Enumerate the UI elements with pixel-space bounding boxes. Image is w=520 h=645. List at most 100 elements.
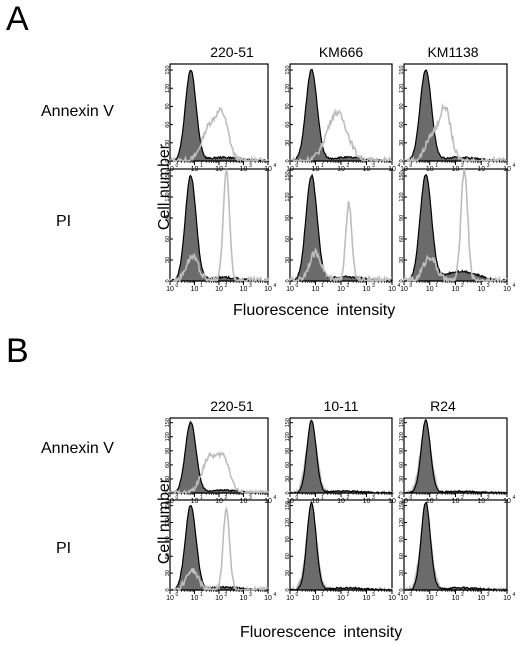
y-tick-label: 60 — [285, 553, 291, 559]
panel-letter-a: A — [6, 0, 29, 38]
control-histogram — [289, 173, 393, 282]
y-tick-label: 30 — [165, 570, 171, 576]
row-label-a-pi: PI — [56, 213, 72, 230]
x-tick-exponent: 2 — [347, 592, 350, 598]
treated-histogram — [403, 168, 508, 285]
y-tick-label: 0 — [285, 491, 291, 494]
y-tick-label: 0 — [399, 279, 405, 282]
x-tick-exponent: 2 — [347, 283, 350, 289]
x-tick-exponent: 4 — [398, 495, 401, 501]
x-tick-label: 10 — [400, 286, 408, 293]
x-tick-label: 10 — [426, 286, 434, 293]
x-tick-exponent: 1 — [321, 163, 324, 169]
x-tick-exponent: 0 — [176, 495, 179, 501]
column-title-a-1: 220-51 — [210, 44, 254, 60]
x-tick-exponent: 1 — [321, 592, 324, 598]
x-tick-exponent: 4 — [513, 283, 516, 289]
control-histogram — [169, 505, 269, 591]
x-tick-label: 10 — [191, 595, 199, 602]
x-tick-label: 10 — [166, 595, 174, 602]
y-tick-label: 0 — [285, 588, 291, 591]
x-tick-exponent: 2 — [461, 283, 464, 289]
control-histogram — [170, 174, 269, 282]
y-tick-label: 120 — [165, 432, 171, 441]
x-tick-exponent: 3 — [249, 163, 252, 169]
treated-histogram — [169, 167, 269, 284]
y-tick-label: 30 — [399, 140, 405, 146]
x-tick-exponent: 0 — [176, 283, 179, 289]
x-tick-exponent: 3 — [249, 283, 252, 289]
y-tick-label: 30 — [285, 570, 291, 576]
y-tick-label: 60 — [165, 122, 171, 128]
treated-histogram — [403, 102, 507, 164]
x-tick-exponent: 0 — [410, 495, 413, 501]
panel-letter-b: B — [6, 332, 29, 370]
y-tick-label: 150 — [165, 418, 171, 427]
x-tick-label: 10 — [264, 595, 272, 602]
y-tick-label: 30 — [165, 257, 171, 263]
y-tick-label: 60 — [165, 236, 171, 242]
control-histogram — [289, 500, 393, 591]
x-tick-label: 10 — [477, 595, 485, 602]
x-tick-exponent: 4 — [274, 283, 277, 289]
y-tick-label: 90 — [399, 103, 405, 109]
x-tick-exponent: 1 — [200, 592, 203, 598]
x-tick-label: 10 — [240, 498, 248, 505]
x-tick-exponent: 0 — [296, 592, 299, 598]
control-histogram — [403, 69, 507, 162]
treated-histogram — [289, 108, 393, 164]
x-tick-exponent: 4 — [398, 163, 401, 169]
y-tick-label: 60 — [285, 236, 291, 242]
x-tick-label: 10 — [191, 286, 199, 293]
y-tick-label: 60 — [399, 122, 405, 128]
y-tick-label: 120 — [399, 192, 405, 201]
x-tick-exponent: 2 — [225, 495, 228, 501]
y-tick-label: 90 — [399, 215, 405, 221]
x-tick-label: 10 — [337, 498, 345, 505]
x-tick-exponent: 2 — [347, 163, 350, 169]
y-tick-label: 120 — [165, 518, 171, 527]
y-tick-label: 30 — [399, 257, 405, 263]
x-tick-label: 10 — [215, 595, 223, 602]
x-tick-exponent: 3 — [487, 592, 490, 598]
x-tick-exponent: 2 — [461, 495, 464, 501]
y-tick-label: 30 — [285, 140, 291, 146]
x-tick-label: 10 — [363, 595, 371, 602]
x-tick-exponent: 4 — [398, 283, 401, 289]
y-tick-label: 0 — [165, 159, 171, 162]
y-tick-label: 30 — [285, 257, 291, 263]
x-tick-exponent: 1 — [321, 495, 324, 501]
x-tick-exponent: 2 — [225, 283, 228, 289]
x-tick-label: 10 — [477, 286, 485, 293]
y-tick-label: 150 — [399, 501, 405, 510]
x-tick-exponent: 2 — [225, 592, 228, 598]
x-axis-label-b: Fluorescence intensity — [240, 624, 403, 641]
x-tick-label: 10 — [166, 286, 174, 293]
y-tick-label: 90 — [165, 448, 171, 454]
x-tick-exponent: 3 — [372, 592, 375, 598]
y-tick-label: 150 — [285, 418, 291, 427]
y-tick-label: 60 — [399, 462, 405, 468]
y-tick-label: 150 — [165, 501, 171, 510]
x-tick-label: 10 — [388, 595, 396, 602]
x-tick-label: 10 — [363, 498, 371, 505]
column-title-b-2: 10-11 — [323, 398, 359, 414]
x-tick-label: 10 — [452, 595, 460, 602]
treated-histogram — [169, 505, 269, 592]
y-tick-label: 90 — [165, 215, 171, 221]
y-tick-label: 120 — [399, 518, 405, 527]
x-tick-exponent: 0 — [296, 495, 299, 501]
column-title-a-3: KM1138 — [427, 44, 479, 60]
x-tick-label: 10 — [264, 286, 272, 293]
y-tick-label: 30 — [285, 476, 291, 482]
x-tick-exponent: 3 — [249, 592, 252, 598]
y-tick-label: 90 — [285, 536, 291, 542]
y-tick-label: 0 — [285, 279, 291, 282]
